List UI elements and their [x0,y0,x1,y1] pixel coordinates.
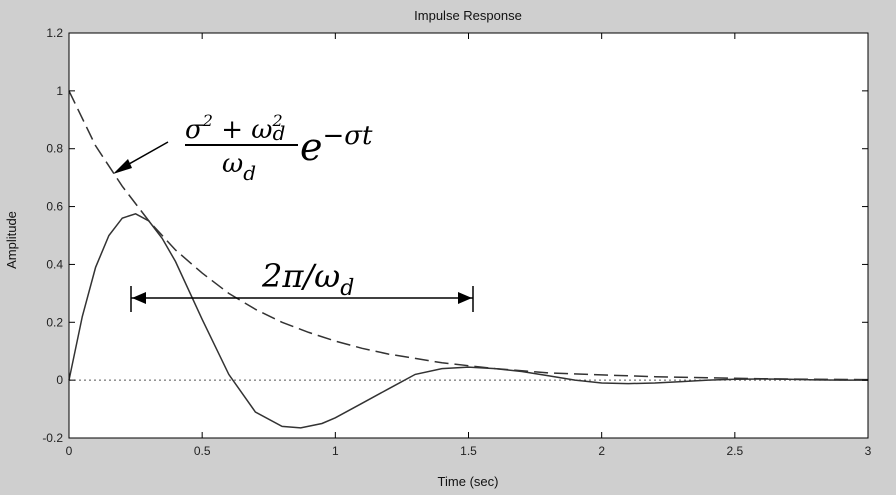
period-span-left-arrowhead [132,292,146,304]
chart-title: Impulse Response [414,8,522,23]
x-tick-label: 1.5 [460,444,477,458]
formula-numerator: σ2 + ω2 d [185,111,285,145]
x-tick-label: 0.5 [194,444,211,458]
series-layer [68,90,869,429]
x-tick-label: 2.5 [726,444,743,458]
plot-frame [68,32,869,439]
x-tick-label: 0 [66,444,73,458]
y-tick-label: 1 [56,84,63,98]
y-tick-label: 0.4 [46,257,63,271]
period-span-annotation: 2π/ωd [130,257,474,312]
ticks-layer: 0 0.5 1 1.5 2 2.5 3-0.200.20.40.60.811.2 [42,26,871,458]
plot-area [69,33,868,438]
y-tick-label: -0.2 [42,431,63,445]
envelope-dashed-line [68,90,869,381]
x-axis-label: Time (sec) [438,474,499,489]
x-tick-label: 3 [865,444,872,458]
y-tick-label: 0.6 [46,200,63,214]
y-tick-label: 0.8 [46,142,63,156]
y-axis-label: Amplitude [4,211,19,269]
formula-pointer-arrowhead [113,159,132,174]
period-label: 2π/ωd [261,257,354,301]
x-tick-label: 1 [332,444,339,458]
y-tick-label: 0.2 [46,315,63,329]
period-span-right-arrowhead [458,292,472,304]
y-tick-label: 0 [56,373,63,387]
y-tick-label: 1.2 [46,26,63,40]
x-tick-label: 2 [598,444,605,458]
impulse-response-line [68,212,868,429]
